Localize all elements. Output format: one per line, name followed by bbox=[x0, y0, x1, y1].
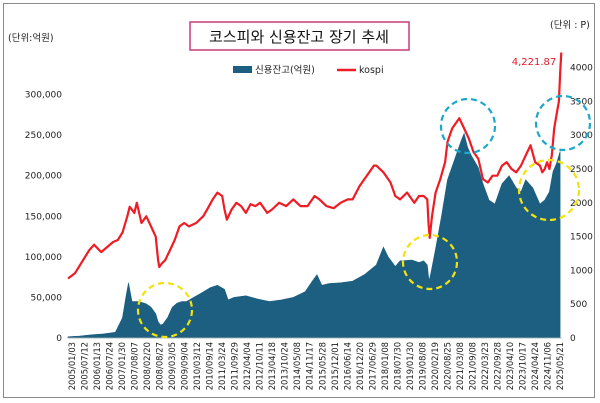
y-left-tick-label: 200,000 bbox=[25, 172, 62, 182]
x-tick-label: 2014/11/17 bbox=[305, 342, 315, 390]
y-axis-right: 0 500 1000 1500 2000 2500 3000 3500 4000 bbox=[570, 64, 593, 344]
y-right-tick-label: 1500 bbox=[570, 233, 593, 243]
y-right-tick-label: 3500 bbox=[570, 97, 593, 107]
x-tick-label: 2017/06/29 bbox=[367, 342, 377, 390]
x-tick-label: 2012/04/04 bbox=[242, 342, 252, 390]
left-unit-label: (단위:억원) bbox=[8, 32, 54, 44]
yellow-circle-2008 bbox=[136, 281, 194, 339]
y-right-tick-label: 1000 bbox=[570, 266, 593, 276]
x-tick-label: 2015/12/01 bbox=[330, 342, 340, 390]
x-tick-label: 2009/09/04 bbox=[180, 342, 190, 390]
yellow-circle-2020 bbox=[401, 233, 459, 291]
x-axis: 2005/01/03 2005/07/12 2006/01/13 2006/07/24… bbox=[67, 337, 565, 390]
x-tick-label: 2025/05/21 bbox=[555, 342, 565, 390]
x-tick-label: 2024/11/06 bbox=[543, 342, 553, 390]
x-tick-label: 2011/03/24 bbox=[217, 342, 227, 390]
x-tick-label: 2005/01/03 bbox=[67, 342, 77, 390]
plot-area bbox=[67, 52, 563, 339]
y-right-tick-label: 2000 bbox=[570, 199, 593, 209]
legend-label-credit: 신용잔고(억원) bbox=[255, 64, 315, 76]
x-tick-label: 2015/05/28 bbox=[317, 342, 327, 390]
title-box bbox=[189, 21, 410, 51]
x-tick-label: 2018/01/08 bbox=[380, 342, 390, 390]
legend-swatch-credit bbox=[233, 66, 252, 73]
x-tick-label: 2023/10/17 bbox=[518, 342, 528, 390]
x-tick-label: 2020/02/19 bbox=[430, 342, 440, 390]
x-tick-label: 2007/01/30 bbox=[117, 342, 127, 390]
x-tick-label: 2023/04/10 bbox=[505, 342, 515, 390]
x-tick-label: 2009/03/05 bbox=[167, 342, 177, 390]
y-left-tick-label: 150,000 bbox=[25, 212, 62, 222]
credit-area-series bbox=[67, 132, 561, 339]
x-tick-label: 2014/05/08 bbox=[292, 342, 302, 390]
x-tick-label: 2022/03/23 bbox=[480, 342, 490, 390]
y-left-tick-label: 300,000 bbox=[25, 91, 62, 101]
y-left-tick-label: 100,000 bbox=[25, 253, 62, 263]
x-tick-label: 2012/10/11 bbox=[255, 342, 265, 390]
y-left-tick-label: 0 bbox=[56, 334, 62, 344]
x-tick-label: 2019/08/08 bbox=[417, 342, 427, 390]
x-tick-label: 2021/03/08 bbox=[455, 342, 465, 390]
cyan-circle-2021 bbox=[439, 97, 497, 155]
y-left-tick-label: 250,000 bbox=[25, 131, 62, 141]
peak-annotation: 4,221.87 bbox=[512, 57, 557, 68]
x-tick-label: 2008/08/27 bbox=[155, 342, 165, 390]
highlight-circles bbox=[136, 94, 592, 339]
x-tick-label: 2016/12/20 bbox=[355, 342, 365, 390]
y-right-tick-label: 0 bbox=[570, 334, 576, 344]
x-tick-label: 2011/09/29 bbox=[230, 342, 240, 390]
x-tick-label: 2020/08/25 bbox=[442, 342, 452, 390]
x-tick-label: 2010/09/14 bbox=[205, 342, 215, 390]
x-tick-label: 2013/04/18 bbox=[267, 342, 277, 390]
x-tick-label: 2008/02/20 bbox=[142, 342, 152, 390]
x-tick-label: 2007/08/07 bbox=[130, 342, 140, 390]
chart-title: 코스피와 신용잔고 장기 추세 bbox=[209, 28, 389, 46]
cyan-circle-2025 bbox=[534, 94, 592, 152]
legend-label-kospi: kospi bbox=[359, 65, 384, 76]
x-tick-label: 2022/09/28 bbox=[492, 342, 502, 390]
x-tick-label: 2005/07/12 bbox=[80, 342, 90, 390]
y-right-tick-label: 4000 bbox=[570, 64, 593, 74]
y-right-tick-label: 500 bbox=[570, 300, 587, 310]
x-tick-label: 2018/07/30 bbox=[392, 342, 402, 390]
x-tick-label: 2016/06/14 bbox=[342, 342, 352, 390]
y-left-tick-label: 50,000 bbox=[31, 293, 63, 303]
x-tick-label: 2019/01/30 bbox=[405, 342, 415, 390]
y-right-tick-label: 2500 bbox=[570, 165, 593, 175]
x-tick-label: 2013/10/24 bbox=[280, 342, 290, 390]
x-tick-label: 2006/01/13 bbox=[92, 342, 102, 390]
x-tick-label: 2006/07/24 bbox=[105, 342, 115, 390]
y-right-tick-label: 3000 bbox=[570, 131, 593, 141]
x-tick-label: 2024/04/24 bbox=[530, 342, 540, 390]
chart-canvas: 코스피와 신용잔고 장기 추세 (단위:억원) (단위 : P) 신용잔고(억원… bbox=[8, 19, 593, 390]
kospi-line-series bbox=[67, 52, 563, 280]
yellow-circle-2024 bbox=[517, 158, 581, 222]
x-tick-label: 2010/03/12 bbox=[192, 342, 202, 390]
right-unit-label: (단위 : P) bbox=[550, 19, 590, 31]
y-axis-left: 0 50,000 100,000 150,000 200,000 250,000 300,0… bbox=[25, 91, 62, 344]
x-tick-label: 2021/09/08 bbox=[467, 342, 477, 390]
chart-frame: 코스피와 신용잔고 장기 추세 (단위:억원) (단위 : P) 신용잔고(억원… bbox=[3, 3, 595, 398]
